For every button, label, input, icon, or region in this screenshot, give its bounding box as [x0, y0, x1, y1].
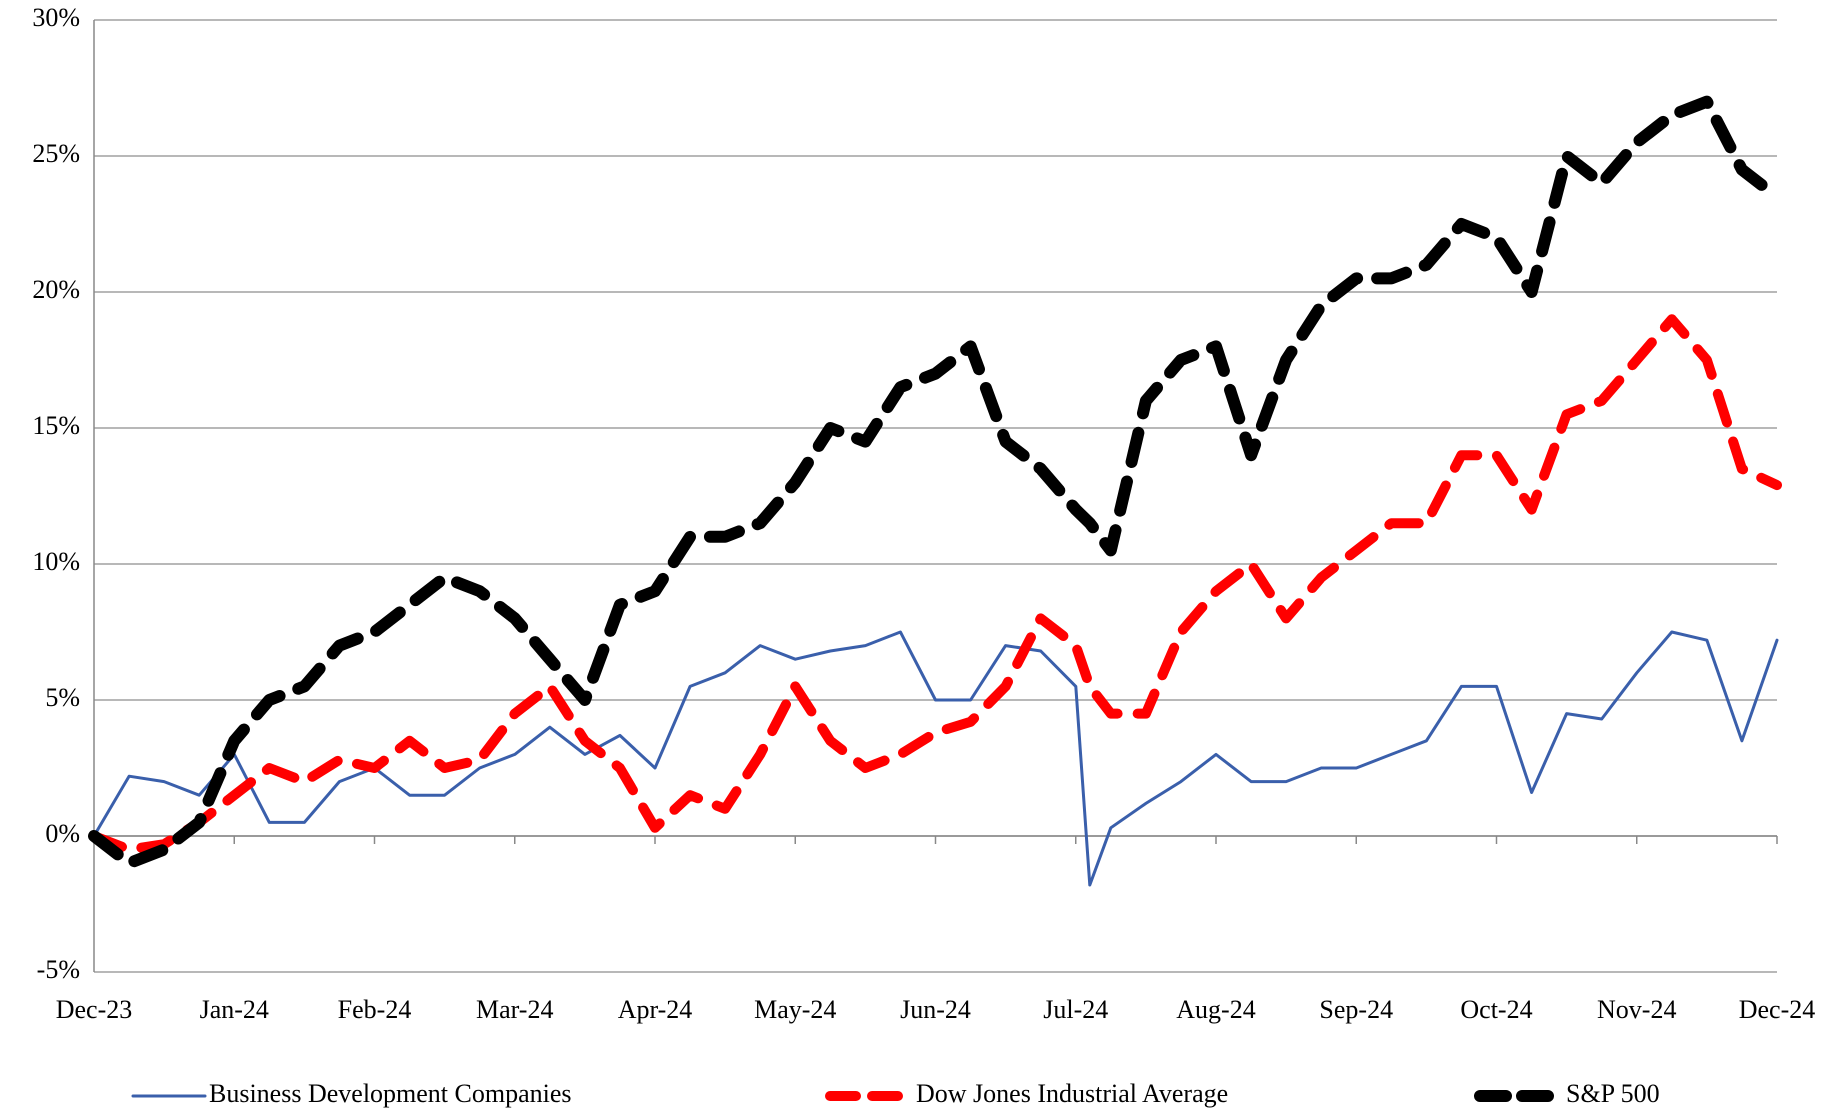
legend-label: S&P 500	[1566, 1079, 1660, 1108]
x-tick-label: Dec-24	[1739, 995, 1816, 1024]
legend-label: Business Development Companies	[209, 1079, 572, 1108]
x-tick-label: Sep-24	[1319, 995, 1393, 1024]
series-line	[88, 95, 1783, 870]
x-tick-label: Oct-24	[1460, 995, 1532, 1024]
y-tick-label: -5%	[37, 955, 80, 984]
x-tick-label: Jul-24	[1043, 995, 1108, 1024]
x-tick-label: Mar-24	[476, 995, 553, 1024]
x-tick-label: Jan-24	[200, 995, 269, 1024]
x-tick-label: May-24	[754, 995, 836, 1024]
x-tick-label: Feb-24	[338, 995, 412, 1024]
y-tick-label: 10%	[32, 547, 80, 576]
x-tick-label: Dec-23	[56, 995, 133, 1024]
x-tick-label: Apr-24	[618, 995, 693, 1024]
y-tick-label: 25%	[32, 139, 80, 168]
y-tick-label: 30%	[32, 3, 80, 32]
x-tick-label: Jun-24	[900, 995, 971, 1024]
y-tick-label: 15%	[32, 411, 80, 440]
y-tick-label: 20%	[32, 275, 80, 304]
x-tick-label: Nov-24	[1597, 995, 1676, 1024]
series-line	[92, 630, 1779, 887]
legend-label: Dow Jones Industrial Average	[916, 1079, 1228, 1108]
y-tick-label: 5%	[45, 683, 80, 712]
y-tick-label: 0%	[45, 819, 80, 848]
x-tick-label: Aug-24	[1176, 995, 1255, 1024]
series-line	[89, 314, 1782, 855]
